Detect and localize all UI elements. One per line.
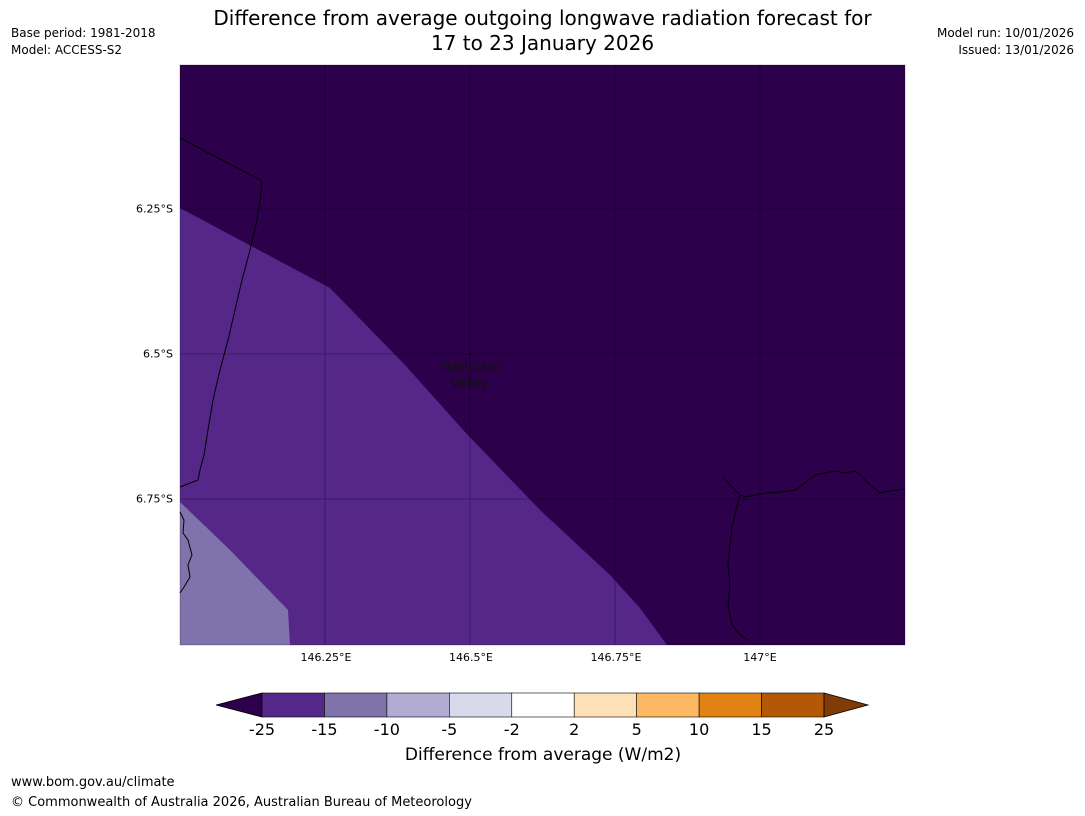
colorbar-segment <box>511 692 575 718</box>
colorbar-segment <box>698 692 762 718</box>
colorbar-tick-label: 10 <box>688 720 710 739</box>
footer-copyright: © Commonwealth of Australia 2026, Austra… <box>11 795 472 810</box>
east-coastline <box>727 494 749 641</box>
colorbar-tick-label: -25 <box>248 720 276 739</box>
colorbar-title: Difference from average (W/m2) <box>404 745 682 765</box>
base-period-text: Base period: 1981-2018 <box>11 26 156 40</box>
meta-right: Model run: 10/01/2026 Issued: 13/01/2026 <box>937 25 1074 59</box>
map-frame <box>179 64 906 646</box>
place-label-line-2: Valley <box>450 376 490 391</box>
title-line-1: Difference from average outgoing longwav… <box>213 6 872 30</box>
colorbar-extend-high <box>823 692 870 718</box>
issued-text: Issued: 13/01/2026 <box>958 43 1074 57</box>
colorbar-tick-label: -5 <box>441 720 458 739</box>
lat-label-675: 6.75°S <box>136 492 173 506</box>
lon-label-147: 147°E <box>743 651 777 664</box>
colorbar-extend-low <box>216 692 263 718</box>
colorbar-segment <box>449 692 513 718</box>
provincial-border <box>179 137 263 488</box>
borders-coastline <box>179 137 906 641</box>
lat-label-650: 6.5°S <box>143 347 173 361</box>
model-text: Model: ACCESS-S2 <box>11 43 123 57</box>
colorbar-segment <box>761 692 825 718</box>
region-minus-25-to-minus-15 <box>180 208 667 645</box>
colorbar-tick-label: -10 <box>373 720 400 739</box>
model-run-text: Model run: 10/01/2026 <box>936 26 1074 40</box>
colorbar-tick-label: -15 <box>311 720 338 739</box>
colorbar-segments <box>261 692 825 718</box>
colorbar-tick-label: 25 <box>813 720 835 739</box>
region-minus-15-to-minus-10 <box>180 502 290 645</box>
colorbar-tick-label: 2 <box>569 720 580 739</box>
colorbar-segment <box>573 692 637 718</box>
lon-label-1465: 146.5°E <box>449 651 493 664</box>
meta-left: Base period: 1981-2018 Model: ACCESS-S2 <box>11 25 156 59</box>
lon-label-14675: 146.75°E <box>590 651 642 664</box>
title-line-2: 17 to 23 January 2026 <box>430 31 655 55</box>
colorbar-tick-label: 15 <box>751 720 772 739</box>
east-river <box>722 470 906 498</box>
colorbar <box>216 692 870 718</box>
colorbar-tick-label: 5 <box>631 720 642 739</box>
colorbar-segment <box>386 692 450 718</box>
page-title: Difference from average outgoing longwav… <box>180 6 905 56</box>
lat-label-625: 6.25°S <box>136 202 173 216</box>
colorbar-segment <box>261 692 325 718</box>
colorbar-segment <box>636 692 700 718</box>
west-coastline <box>179 511 193 594</box>
place-label-line-1: Markham <box>439 360 501 375</box>
place-label-markham-valley: Markham Valley <box>420 360 520 392</box>
colorbar-segment <box>324 692 388 718</box>
colorbar-tick-label: -2 <box>503 720 520 739</box>
footer-url[interactable]: www.bom.gov.au/climate <box>11 775 175 790</box>
place-marker <box>468 352 472 356</box>
map-panel <box>179 64 906 646</box>
lon-label-14625: 146.25°E <box>300 651 352 664</box>
